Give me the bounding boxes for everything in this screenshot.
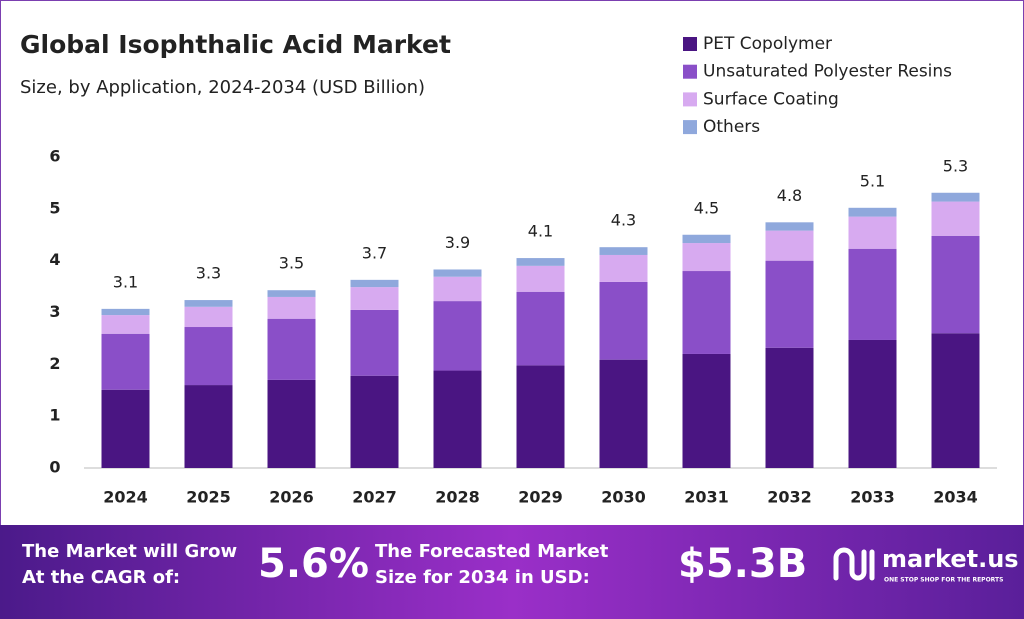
bar-segment bbox=[682, 271, 731, 354]
bar-segment bbox=[267, 318, 316, 380]
bar-segment bbox=[101, 315, 150, 334]
bar-segment bbox=[516, 291, 565, 366]
bar-segment bbox=[682, 353, 731, 468]
y-tick-label: 1 bbox=[49, 406, 60, 425]
bar-segment bbox=[101, 308, 150, 316]
bar-segment bbox=[931, 192, 980, 202]
total-label: 4.5 bbox=[694, 198, 719, 217]
bar-segment bbox=[516, 258, 565, 266]
bar-segment bbox=[765, 260, 814, 348]
brand: market.us bbox=[882, 545, 1019, 573]
x-tick-label: 2027 bbox=[352, 488, 397, 507]
x-tick-label: 2032 bbox=[767, 488, 812, 507]
x-tick-label: 2030 bbox=[601, 488, 646, 507]
x-tick-label: 2031 bbox=[684, 488, 729, 507]
legend-swatch bbox=[683, 64, 697, 79]
footer-text: The Market will Grow bbox=[22, 541, 237, 562]
bar-segment bbox=[848, 248, 897, 340]
footer-text: At the CAGR of: bbox=[22, 567, 180, 588]
total-label: 4.3 bbox=[611, 211, 636, 230]
total-label: 3.7 bbox=[362, 243, 387, 262]
bar-segment bbox=[350, 279, 399, 288]
bar-segment bbox=[101, 389, 150, 468]
x-tick-label: 2026 bbox=[269, 488, 314, 507]
bar-segment bbox=[599, 247, 648, 255]
bar-segment bbox=[433, 276, 482, 302]
footer-value: 5.6% bbox=[258, 541, 369, 587]
legend-label: PET Copolymer bbox=[703, 34, 832, 54]
bar-segment bbox=[765, 230, 814, 261]
bar-segment bbox=[101, 333, 150, 390]
total-label: 3.1 bbox=[113, 272, 138, 291]
bar-segment bbox=[848, 216, 897, 249]
legend-swatch bbox=[683, 37, 697, 51]
bar-segment bbox=[350, 309, 399, 376]
bar-segment bbox=[599, 254, 648, 282]
legend-label: Unsaturated Polyester Resins bbox=[703, 62, 952, 82]
footer-value: $5.3B bbox=[678, 541, 807, 587]
bar-segment bbox=[848, 339, 897, 468]
y-tick-label: 4 bbox=[49, 250, 60, 269]
chart-title: Global Isophthalic Acid Market bbox=[20, 30, 451, 59]
bar-segment bbox=[599, 281, 648, 360]
footer-text: Size for 2034 in USD: bbox=[375, 567, 590, 588]
bar-segment bbox=[516, 365, 565, 468]
tagline: ONE STOP SHOP FOR THE REPORTS bbox=[884, 577, 1003, 584]
total-label: 4.1 bbox=[528, 222, 553, 241]
bar-segment bbox=[267, 296, 316, 319]
y-tick-label: 6 bbox=[49, 147, 60, 166]
bar-segment bbox=[682, 243, 731, 272]
x-tick-label: 2029 bbox=[518, 488, 563, 507]
bar-segment bbox=[516, 265, 565, 292]
bar-segment bbox=[184, 327, 233, 386]
total-label: 3.9 bbox=[445, 233, 470, 252]
bar-segment bbox=[765, 222, 814, 231]
footer-text: The Forecasted Market bbox=[375, 541, 609, 562]
chart-subtitle: Size, by Application, 2024-2034 (USD Bil… bbox=[20, 77, 425, 98]
x-tick-label: 2024 bbox=[103, 488, 148, 507]
x-tick-label: 2034 bbox=[933, 488, 978, 507]
bar-segment bbox=[433, 269, 482, 277]
bar-segment bbox=[931, 201, 980, 236]
x-tick-label: 2033 bbox=[850, 488, 895, 507]
logo-icon bbox=[833, 547, 875, 581]
bar-segment bbox=[267, 379, 316, 468]
bar-segment bbox=[267, 290, 316, 297]
legend-swatch bbox=[683, 92, 697, 107]
bar-segment bbox=[931, 333, 980, 468]
bar-segment bbox=[184, 300, 233, 307]
legend-label: Surface Coating bbox=[703, 89, 839, 109]
bar-segment bbox=[848, 207, 897, 217]
bar-segment bbox=[184, 385, 233, 468]
bar-segment bbox=[184, 306, 233, 328]
bar-segment bbox=[350, 287, 399, 310]
legend-label: Others bbox=[703, 117, 760, 137]
legend-swatch bbox=[683, 120, 697, 135]
y-tick-label: 3 bbox=[49, 302, 60, 321]
bar-segment bbox=[931, 235, 980, 334]
x-tick-label: 2028 bbox=[435, 488, 480, 507]
total-label: 5.3 bbox=[943, 156, 968, 175]
y-tick-label: 2 bbox=[49, 354, 60, 373]
bar-segment bbox=[765, 347, 814, 468]
x-tick-label: 2025 bbox=[186, 488, 231, 507]
total-label: 5.1 bbox=[860, 171, 885, 190]
bar-segment bbox=[350, 375, 399, 468]
total-label: 4.8 bbox=[777, 186, 802, 205]
bar-segment bbox=[682, 234, 731, 244]
total-label: 3.3 bbox=[196, 264, 221, 283]
bar-segment bbox=[433, 301, 482, 371]
bar-segment bbox=[433, 370, 482, 468]
total-label: 3.5 bbox=[279, 254, 304, 273]
y-tick-label: 0 bbox=[49, 458, 60, 477]
bar-segment bbox=[599, 359, 648, 468]
y-tick-label: 5 bbox=[49, 198, 60, 217]
